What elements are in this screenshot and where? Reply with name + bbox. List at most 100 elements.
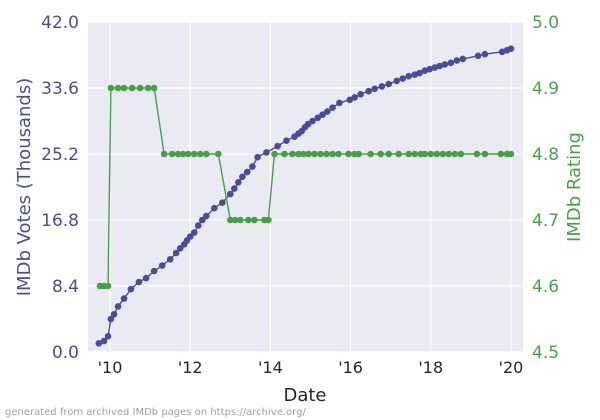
series xyxy=(95,45,515,347)
votes-data-point xyxy=(283,137,290,144)
rating-data-point xyxy=(104,282,112,290)
y-left-tick-label: 0.0 xyxy=(52,343,79,363)
y-right-tick-label: 4.8 xyxy=(532,145,559,165)
votes-data-point xyxy=(210,204,218,212)
rating-data-point xyxy=(237,216,244,224)
votes-data-point xyxy=(95,340,103,347)
votes-data-point xyxy=(399,75,407,82)
rating-data-point xyxy=(107,84,115,92)
y-right-tick-label: 4.9 xyxy=(532,79,559,99)
rating-data-point xyxy=(245,216,252,224)
votes-data-point xyxy=(481,50,489,58)
rating-data-point xyxy=(120,84,128,92)
votes-data-point xyxy=(426,65,433,73)
rating-data-point xyxy=(128,84,136,92)
rating-data-point xyxy=(114,84,122,92)
votes-data-point xyxy=(416,69,423,77)
rating-data-point xyxy=(367,150,374,158)
rating-data-point xyxy=(150,84,158,92)
rating-data-point xyxy=(345,150,352,158)
votes-data-point xyxy=(194,222,202,229)
rating-data-point xyxy=(295,150,302,158)
votes-data-point xyxy=(351,94,358,101)
votes-data-point xyxy=(190,229,198,236)
y-left-tick-label: 42.0 xyxy=(41,13,79,33)
rating-data-point xyxy=(281,150,288,158)
rating-data-point xyxy=(184,150,192,158)
votes-data-point xyxy=(474,52,482,60)
votes-data-point xyxy=(104,332,112,340)
votes-data-point xyxy=(365,87,372,95)
votes-data-point xyxy=(120,295,128,302)
votes-data-point xyxy=(110,310,118,318)
rating-data-point xyxy=(439,150,447,158)
votes-data-point xyxy=(150,267,158,275)
votes-data-point xyxy=(447,59,455,67)
y-left-tick-label: 25.2 xyxy=(41,145,79,165)
rating-data-point xyxy=(473,150,481,158)
rating-data-point xyxy=(317,150,324,158)
votes-data-point xyxy=(100,337,108,345)
votes-data-point xyxy=(127,285,135,293)
x-tick-label: '16 xyxy=(338,358,363,377)
rating-data-point xyxy=(323,150,330,158)
rating-data-point xyxy=(168,150,176,158)
rating-data-point xyxy=(251,216,258,224)
votes-data-point xyxy=(263,149,270,156)
rating-data-point xyxy=(174,150,182,158)
rating-data-point xyxy=(214,150,222,158)
votes-data-point xyxy=(202,212,210,220)
rating-data-point xyxy=(202,150,210,158)
rating-data-point xyxy=(231,216,239,224)
votes-data-point xyxy=(107,315,115,323)
rating-data-point xyxy=(395,150,403,158)
votes-data-point xyxy=(441,61,449,68)
rating-data-point xyxy=(311,150,318,158)
votes-data-point xyxy=(227,190,234,198)
rating-data-point xyxy=(457,150,465,158)
rating-data-point xyxy=(271,150,278,158)
votes-data-point xyxy=(507,45,515,53)
votes-data-point xyxy=(166,255,174,263)
votes-data-point xyxy=(231,185,238,192)
votes-data-point xyxy=(249,163,256,170)
rating-data-point xyxy=(405,150,413,158)
votes-data-point xyxy=(378,83,386,90)
votes-data-point xyxy=(436,62,443,70)
y-left-tick-label: 8.4 xyxy=(52,277,79,297)
rating-data-point xyxy=(427,150,435,158)
rating-data-point xyxy=(377,150,384,158)
y-right-tick-label: 5.0 xyxy=(532,13,559,33)
rating-data-point xyxy=(305,150,312,158)
votes-data-point xyxy=(459,55,467,63)
rating-data-point xyxy=(265,216,272,224)
rating-data-point xyxy=(507,150,515,158)
votes-data-point xyxy=(135,278,143,286)
rating-data-point xyxy=(335,150,342,158)
rating-data-point xyxy=(481,150,489,158)
votes-data-point xyxy=(371,85,378,93)
rating-data-point xyxy=(179,150,187,158)
votes-data-point xyxy=(357,90,364,98)
rating-data-point xyxy=(144,84,152,92)
votes-data-point xyxy=(319,111,326,119)
votes-data-point xyxy=(158,262,166,269)
x-tick-label: '14 xyxy=(258,358,283,377)
votes-data-point xyxy=(309,117,316,125)
y-axis-left-label: IMDb Votes (Thousands) xyxy=(14,78,35,297)
rating-data-point xyxy=(385,150,392,158)
rating-data-point xyxy=(160,150,168,158)
votes-data-point xyxy=(254,153,261,161)
x-tick-label: '20 xyxy=(499,358,524,377)
votes-data-point xyxy=(243,168,251,176)
rating-data-point xyxy=(329,150,336,158)
rating-data-point xyxy=(355,150,362,158)
y-left-tick-label: 16.8 xyxy=(41,211,79,231)
votes-data-point xyxy=(393,77,401,85)
x-tick-label: '10 xyxy=(98,358,123,377)
y-right-tick-label: 4.6 xyxy=(532,277,559,297)
votes-data-point xyxy=(142,274,150,282)
votes-data-point xyxy=(453,57,461,64)
x-tick-label: '18 xyxy=(418,358,443,377)
votes-data-point xyxy=(329,104,336,111)
